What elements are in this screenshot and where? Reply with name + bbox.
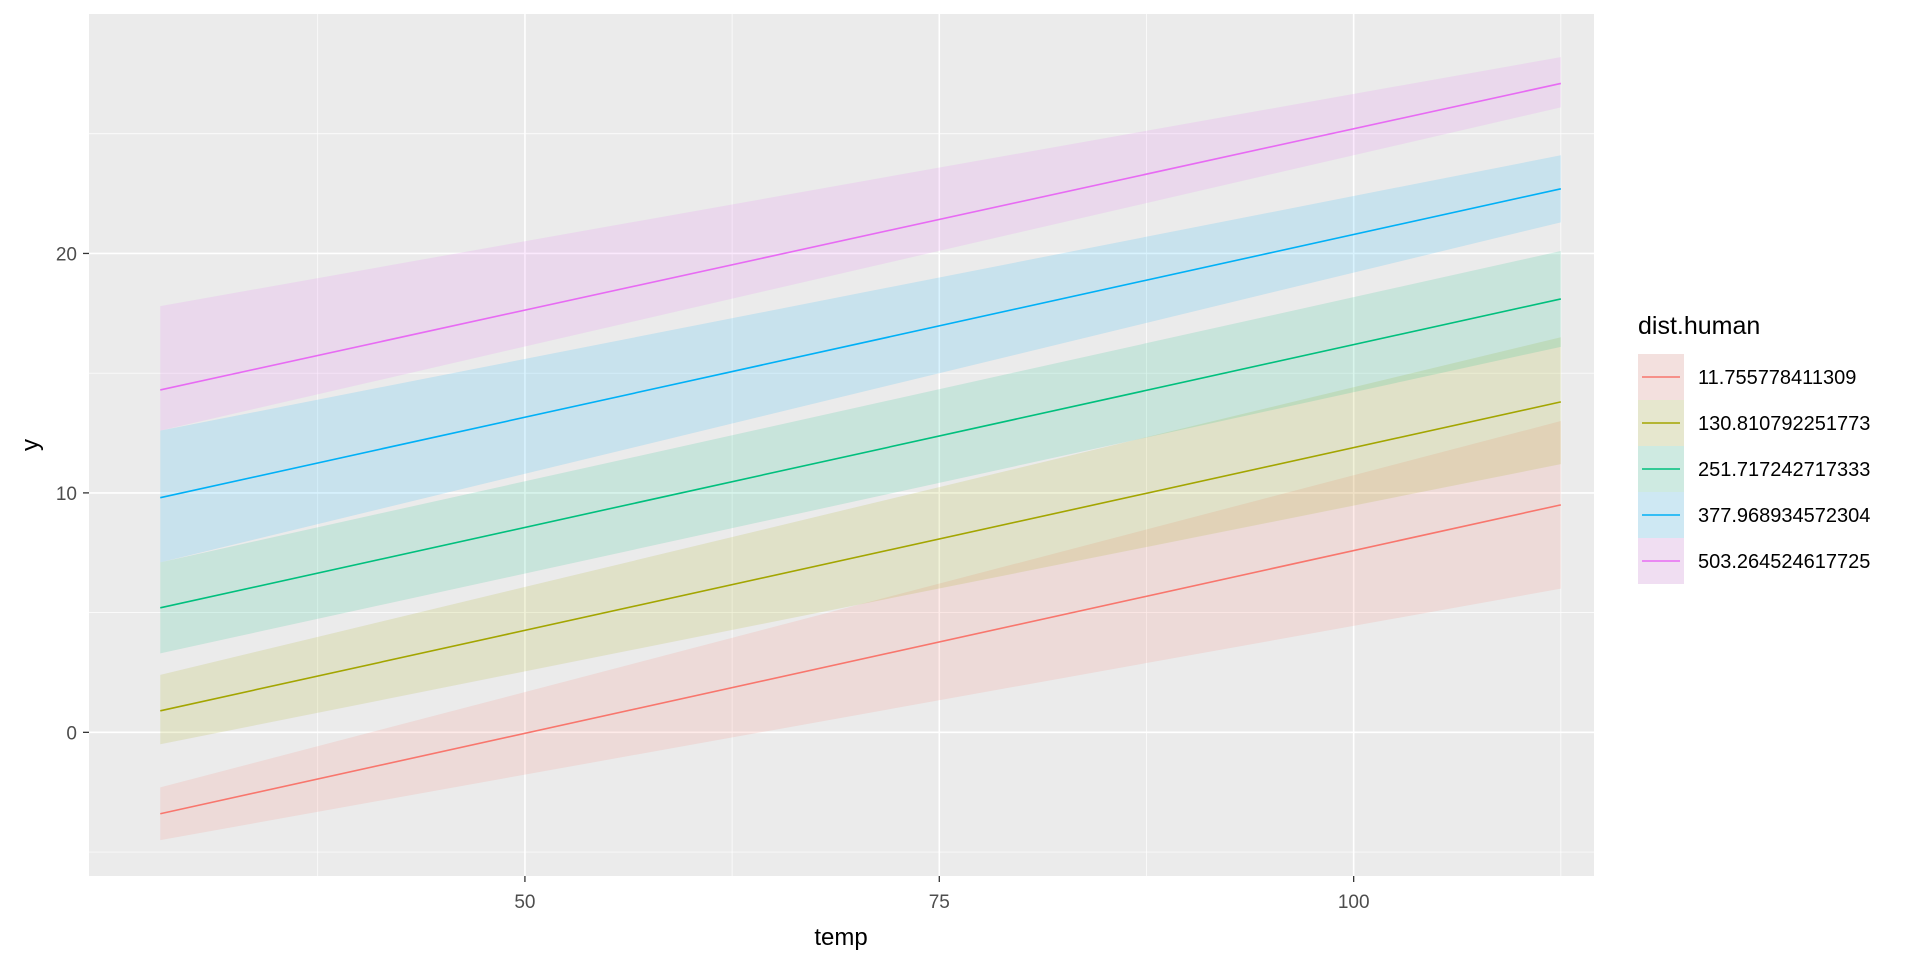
axis-ticks: 50 75 100 0 10 20 [56,244,1370,913]
y-tick-label: 0 [66,723,77,744]
legend-label: 377.968934572304 [1698,505,1870,527]
legend-label: 130.810792251773 [1698,413,1870,435]
x-axis-title: temp [814,924,867,951]
series-line [160,298,1562,609]
grid-lines [89,14,1594,876]
legend: dist.human 11.755778411309 130.8107922517… [1638,312,1870,584]
y-tick-label: 20 [56,244,77,265]
legend-label: 11.755778411309 [1698,367,1856,389]
series-line [160,401,1562,712]
y-tick-label: 10 [56,484,77,505]
x-tick-label: 100 [1338,892,1370,913]
x-tick-label: 50 [514,892,535,913]
confidence-ribbon [160,251,1561,654]
series-line [160,82,1562,391]
series-line [160,504,1562,815]
legend-label: 251.717242717333 [1698,459,1870,481]
confidence-ribbon [160,57,1561,431]
confidence-ribbons [160,57,1561,841]
confidence-ribbon [160,337,1561,745]
legend-label: 503.264524617725 [1698,551,1870,573]
confidence-ribbon [160,421,1561,841]
confidence-ribbon [160,155,1561,563]
y-axis-title: y [17,439,44,451]
x-tick-label: 75 [929,892,950,913]
series-line [160,188,1562,499]
legend-title: dist.human [1638,312,1760,340]
series-lines [160,82,1562,815]
